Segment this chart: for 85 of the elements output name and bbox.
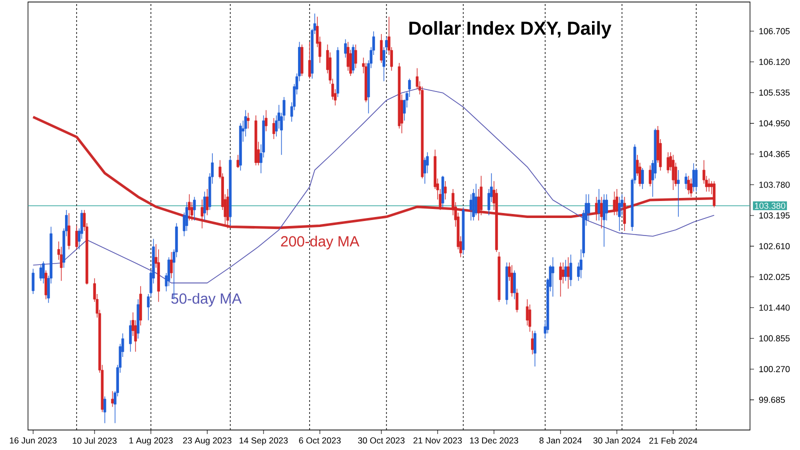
candlestick bbox=[569, 254, 572, 286]
candlestick bbox=[193, 196, 196, 221]
candlestick bbox=[687, 175, 690, 195]
candlestick bbox=[352, 44, 355, 74]
candlestick bbox=[68, 212, 70, 250]
candlestick bbox=[42, 261, 45, 284]
candlestick bbox=[595, 196, 598, 221]
candlestick bbox=[672, 154, 675, 190]
candlestick bbox=[641, 168, 644, 190]
candlestick bbox=[513, 270, 516, 300]
candlestick bbox=[516, 288, 518, 313]
candlestick bbox=[564, 260, 568, 282]
candlestick bbox=[236, 154, 240, 168]
candlestick bbox=[75, 225, 78, 250]
candlestick bbox=[562, 262, 564, 284]
x-tick-label: 1 Aug 2023 bbox=[129, 437, 173, 446]
x-tick-label: 10 Jul 2023 bbox=[72, 437, 117, 444]
candlestick bbox=[344, 38, 347, 58]
candlestick bbox=[246, 112, 250, 129]
candlestick bbox=[531, 330, 534, 355]
candlestick bbox=[308, 42, 311, 80]
candlestick bbox=[44, 270, 48, 300]
candlestick bbox=[566, 256, 570, 290]
y-tick-label: 104.365 bbox=[759, 150, 790, 158]
series-label: 200-day MA bbox=[281, 236, 360, 250]
y-tick-label: 103.195 bbox=[759, 212, 790, 219]
x-tick-label: 23 Aug 2023 bbox=[183, 437, 232, 446]
candlestick bbox=[129, 320, 132, 352]
candlestick bbox=[559, 262, 562, 297]
ref-line-label: 103.380 bbox=[754, 202, 786, 209]
candlestick bbox=[264, 110, 268, 132]
candlestick bbox=[444, 180, 447, 200]
candlestick bbox=[203, 191, 206, 221]
line-series bbox=[32, 88, 715, 284]
x-tick-label: 13 Dec 2023 bbox=[470, 437, 518, 444]
candlestick bbox=[676, 170, 680, 218]
candlestick bbox=[694, 168, 698, 192]
candlestick bbox=[602, 194, 606, 248]
candlestick bbox=[666, 152, 670, 174]
candlestick bbox=[272, 118, 276, 140]
candlestick bbox=[684, 172, 688, 190]
candlestick bbox=[612, 191, 616, 216]
y-tick-label: 104.950 bbox=[759, 120, 790, 126]
y-tick-label: 106.705 bbox=[759, 28, 790, 34]
y-tick-label: 100.270 bbox=[759, 366, 790, 372]
x-tick-label: 21 Nov 2023 bbox=[414, 437, 462, 444]
candlestick bbox=[708, 178, 710, 192]
x-tick-label: 30 Jan 2024 bbox=[593, 437, 640, 444]
candlestick bbox=[170, 252, 173, 279]
candlestick bbox=[616, 188, 618, 216]
y-tick-label: 102.025 bbox=[759, 274, 790, 280]
candlestick bbox=[618, 196, 621, 232]
x-tick-label: 21 Feb 2024 bbox=[649, 437, 698, 444]
y-tick-label: 106.120 bbox=[759, 58, 790, 65]
candlestick bbox=[32, 268, 34, 294]
x-tick-label: 30 Oct 2023 bbox=[358, 437, 405, 444]
candlestick bbox=[380, 34, 383, 64]
candlestick bbox=[598, 188, 600, 221]
candlestick bbox=[354, 44, 358, 69]
x-tick-label: 16 Jun 2023 bbox=[10, 437, 57, 444]
x-tick-label: 14 Sep 2023 bbox=[240, 437, 288, 446]
candlestick bbox=[534, 330, 536, 367]
y-tick-label: 103.780 bbox=[759, 182, 790, 188]
candlestick bbox=[188, 194, 191, 221]
candlestick bbox=[605, 194, 608, 221]
y-tick-label: 99.685 bbox=[759, 396, 785, 403]
candlestick bbox=[648, 164, 652, 187]
text: Dollar Index DXY, Daily bbox=[409, 21, 612, 39]
candlestick bbox=[206, 188, 209, 216]
candlestick bbox=[552, 256, 554, 297]
y-tick-label: 102.610 bbox=[759, 243, 790, 250]
candlestick bbox=[510, 264, 514, 297]
candlestick bbox=[39, 264, 42, 282]
candlestick bbox=[692, 162, 696, 192]
x-tick-label: 8 Jan 2024 bbox=[539, 437, 582, 444]
candlestick bbox=[103, 396, 106, 424]
y-tick-label: 105.535 bbox=[759, 90, 790, 96]
candlestick bbox=[690, 178, 692, 198]
candlestick bbox=[587, 194, 590, 221]
x-tick-label: 6 Oct 2023 bbox=[299, 437, 341, 444]
y-tick-label: 101.440 bbox=[759, 304, 790, 311]
y-tick-label: 100.855 bbox=[759, 335, 790, 342]
candlestick bbox=[146, 294, 150, 321]
series-label: 50-day MA bbox=[171, 293, 242, 307]
candlestick bbox=[111, 390, 114, 408]
